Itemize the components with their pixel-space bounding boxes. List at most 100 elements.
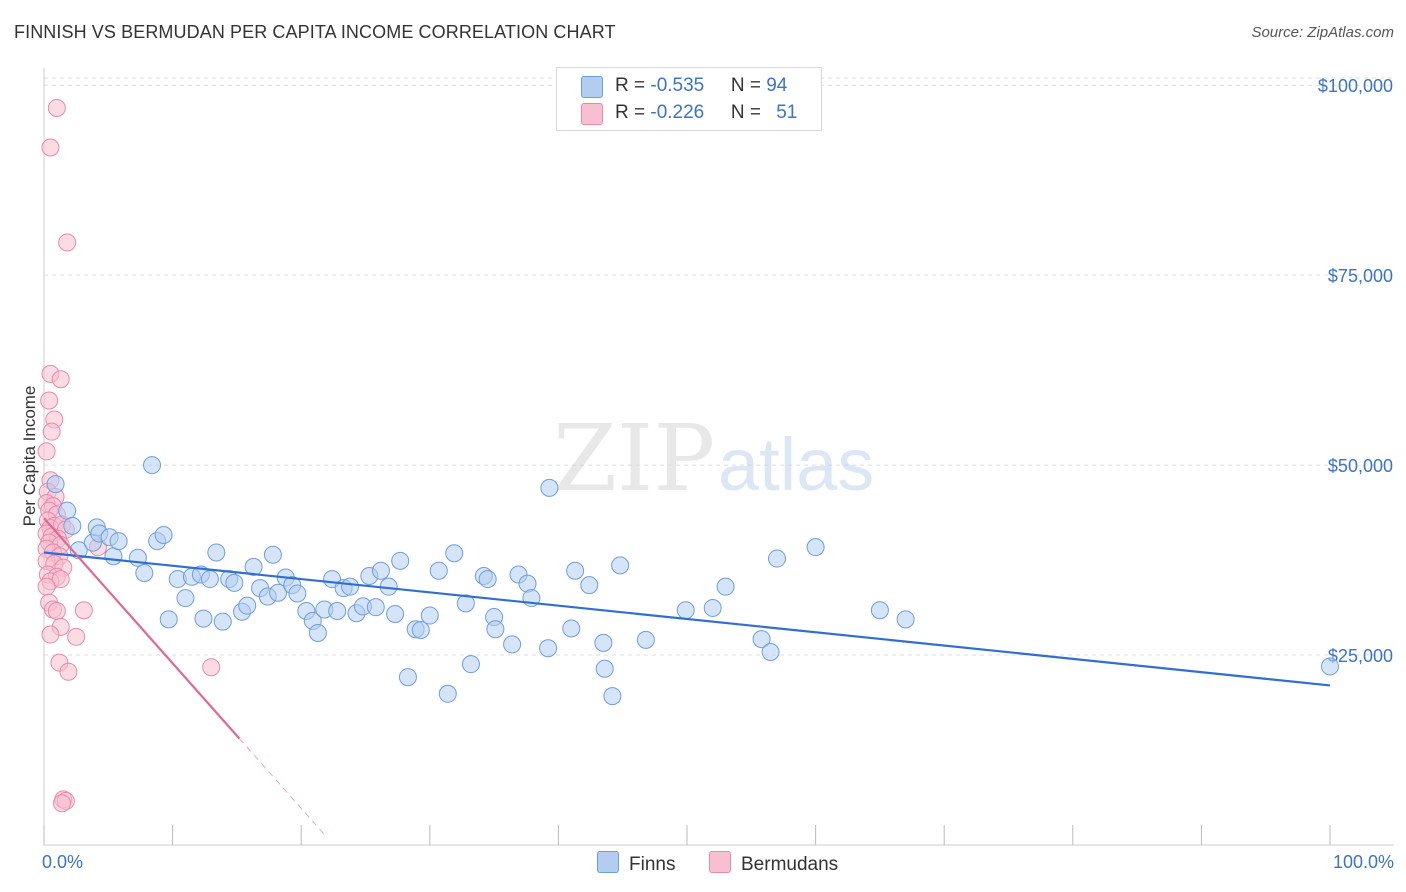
finns-point: [420, 606, 439, 625]
finns-point: [716, 577, 735, 596]
bermudans-r-label: R =: [615, 102, 651, 123]
finns-point: [540, 478, 559, 497]
bermudans-legend-label: Bermudans: [741, 854, 839, 875]
bermudans-point: [41, 138, 60, 157]
trend-lines: [43, 517, 1331, 838]
finns-point: [456, 594, 475, 613]
finns-point: [429, 561, 448, 580]
finns-point: [200, 570, 219, 589]
finns-point: [109, 532, 128, 551]
finns-point: [411, 620, 430, 639]
finns-point: [761, 643, 780, 662]
bermudans-point: [67, 627, 86, 646]
finns-point: [676, 601, 695, 620]
finns-point: [752, 630, 771, 649]
bermudans-point: [47, 98, 66, 117]
finns-point: [461, 655, 480, 674]
bermudans-n-value: 51: [776, 102, 798, 123]
finns-point: [238, 596, 257, 615]
bermudans-point: [40, 391, 59, 410]
bermudans-point: [47, 601, 66, 620]
finns-point: [159, 610, 178, 629]
bermudans-point: [37, 577, 56, 596]
correlation-legend: R = -0.535 N = 94 R = -0.226 N = 51: [556, 67, 822, 131]
bermudans-trend-extension: [239, 738, 328, 838]
bottom-legend-finns[interactable]: Finns: [597, 851, 675, 876]
finns-point: [539, 639, 558, 658]
finns-point: [478, 570, 497, 589]
x-tick-label-max: 100.0%: [1332, 852, 1394, 872]
finns-point: [263, 545, 282, 564]
bermudans-point: [41, 625, 60, 644]
y-tick-labels: $25,000 $50,000 $75,000 $100,000: [1318, 76, 1393, 666]
finns-point: [176, 589, 195, 608]
finns-point: [288, 584, 307, 603]
finns-point: [703, 598, 722, 617]
finns-point: [398, 668, 417, 687]
x-tick-label-min: 0.0%: [42, 852, 84, 872]
finns-point: [143, 456, 162, 475]
bottom-legend-bermudans[interactable]: Bermudans: [709, 851, 838, 876]
finns-point: [566, 561, 585, 580]
finns-point: [194, 609, 213, 628]
y-axis-label: Per Capita Income: [20, 385, 39, 527]
bermudans-swatch: [581, 103, 603, 125]
finns-point: [154, 526, 173, 544]
finns-point: [371, 561, 390, 580]
finns-point: [207, 543, 226, 562]
finns-legend-label: Finns: [629, 854, 676, 875]
bermudans-point: [51, 570, 70, 589]
finns-r-label: R =: [615, 75, 651, 96]
finns-point: [328, 601, 347, 620]
finns-point: [104, 547, 123, 566]
bermudans-point: [59, 662, 78, 681]
watermark-zip: ZIP: [553, 405, 715, 512]
finns-point: [562, 619, 581, 638]
finns-point: [503, 635, 522, 654]
bermudans-point: [42, 422, 61, 441]
finns-n-label: N =: [730, 75, 767, 96]
finns-point: [611, 556, 630, 575]
finns-point: [896, 610, 915, 629]
finns-point: [594, 633, 613, 652]
finns-point: [58, 501, 77, 520]
finns-point: [870, 601, 889, 620]
bermudans-points: [37, 98, 221, 813]
bermudans-point: [58, 233, 77, 252]
finns-point: [636, 630, 655, 649]
finns-point: [580, 576, 599, 595]
finns-point: [135, 563, 154, 582]
bermudans-point: [53, 794, 72, 813]
finns-point: [1321, 657, 1339, 676]
finns-legend-swatch: [597, 851, 619, 873]
finns-n-value: 94: [766, 75, 788, 96]
finns-points: [46, 456, 1339, 706]
finns-point: [244, 557, 263, 576]
y-tick-label: $50,000: [1328, 456, 1393, 476]
finns-point: [386, 605, 405, 624]
bermudans-point: [37, 442, 56, 461]
axes: [43, 68, 1394, 846]
bermudans-point: [202, 658, 221, 677]
finns-point: [445, 544, 464, 563]
finns-point: [225, 573, 244, 592]
bermudans-r-value: -0.226: [650, 102, 705, 123]
finns-point: [308, 624, 327, 643]
finns-point: [806, 538, 825, 557]
finns-point: [438, 684, 457, 703]
finns-point: [391, 551, 410, 570]
finns-point: [269, 583, 288, 602]
finns-point: [341, 577, 360, 596]
finns-point: [63, 516, 82, 535]
finns-point: [46, 475, 65, 494]
finns-point: [213, 612, 232, 631]
bermudans-n-label: N =: [730, 102, 767, 123]
watermark: ZIP atlas: [553, 405, 874, 512]
finns-swatch: [581, 76, 603, 98]
bermudans-point: [51, 370, 70, 389]
y-tick-label: $25,000: [1328, 646, 1393, 666]
finns-point: [768, 549, 787, 568]
y-tick-label: $100,000: [1318, 76, 1393, 96]
chart-title: FINNISH VS BERMUDAN PER CAPITA INCOME CO…: [14, 22, 616, 42]
finns-r-value: -0.535: [650, 75, 705, 96]
